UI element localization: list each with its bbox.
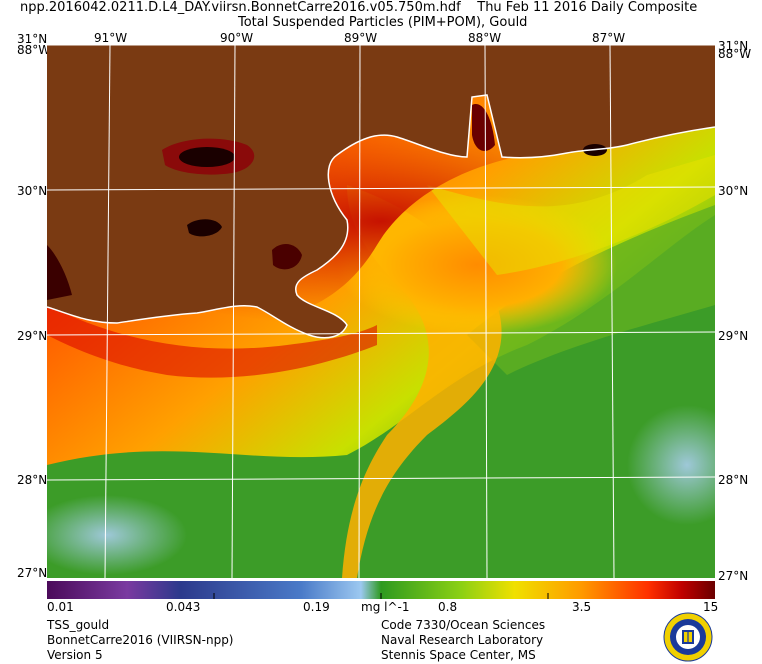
colorbar-tick-5: 3.5 — [572, 600, 592, 614]
lon-label-87w: 87°W — [592, 31, 626, 45]
lat-left-30n: 30°N — [17, 184, 48, 198]
satellite-map[interactable] — [47, 45, 715, 578]
lon-label-89w: 89°W — [344, 31, 378, 45]
footer-right: Code 7330/Ocean Sciences Naval Research … — [381, 618, 545, 663]
lat-right-28n: 28°N — [718, 473, 749, 487]
footer-location: Stennis Space Center, MS — [381, 648, 536, 662]
header-date: Thu Feb 11 2016 Daily Composite — [477, 0, 698, 15]
lat-right-29n: 29°N — [718, 329, 749, 343]
lat-left-31n: 31°N — [17, 32, 48, 46]
lat-right-overlap: 88°W — [718, 47, 752, 61]
offshore-water — [47, 215, 715, 578]
lat-right-31n: 31°N — [718, 39, 749, 53]
colorbar — [47, 581, 715, 599]
coastline — [47, 94, 715, 339]
header-filename: npp.2016042.0211.D.L4_DAY.viirsn.BonnetC… — [20, 0, 461, 15]
colorbar-tick-min: 0.01 — [47, 600, 74, 614]
lon-label-90w: 90°W — [220, 31, 254, 45]
colorbar-units: mg l^-1 — [361, 600, 410, 614]
footer-org: Naval Research Laboratory — [381, 633, 544, 647]
lat-left-27n: 27°N — [17, 566, 48, 580]
colorbar-tick-max: 15 — [703, 600, 719, 614]
lon-label-91w: 91°W — [94, 31, 128, 45]
lat-left-28n: 28°N — [17, 473, 48, 487]
graticule — [47, 45, 715, 578]
lat-left-29n: 29°N — [17, 329, 48, 343]
header-product: Total Suspended Particles (PIM+POM), Gou… — [238, 15, 528, 30]
lat-left-overlap: 88°W — [17, 43, 51, 57]
footer-left: TSS_gould BonnetCarre2016 (VIIRSN-npp) V… — [47, 618, 234, 663]
footer-code: Code 7330/Ocean Sciences — [381, 618, 546, 632]
nrl-seal-logo — [663, 612, 713, 662]
tss-map-image — [47, 45, 715, 578]
lat-right-27n: 27°N — [718, 569, 749, 583]
footer-product-code: TSS_gould — [47, 618, 110, 632]
lon-label-88w: 88°W — [468, 31, 502, 45]
colorbar-tick-4: 0.8 — [438, 600, 458, 614]
footer-dataset: BonnetCarre2016 (VIIRSN-npp) — [47, 633, 234, 647]
lat-right-30n: 30°N — [718, 184, 749, 198]
land-mass — [47, 45, 715, 338]
header-filename-and-date: npp.2016042.0211.D.L4_DAY.viirsn.BonnetC… — [20, 1, 697, 15]
colorbar-tick-3: 0.19 — [303, 600, 330, 614]
footer-version: Version 5 — [47, 648, 103, 662]
colorbar-tick-2: 0.043 — [166, 600, 201, 614]
